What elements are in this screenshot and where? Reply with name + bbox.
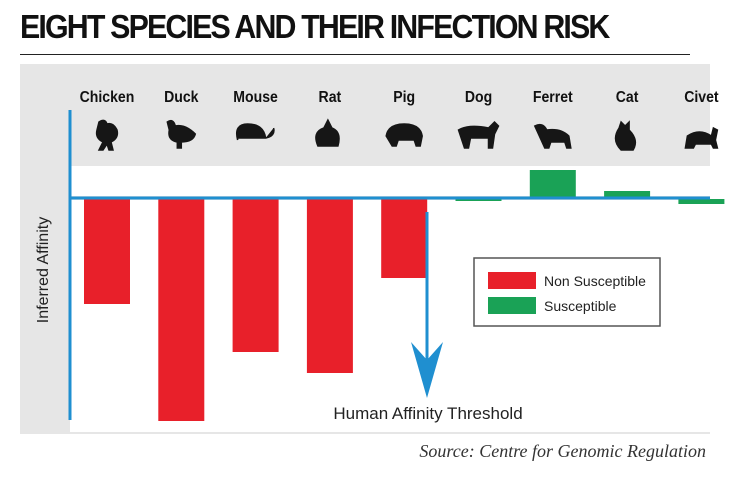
category-label-cat: Cat [616,88,639,106]
legend-label-non-susceptible: Non Susceptible [544,273,646,289]
legend-box [473,257,661,327]
category-label-civet: Civet [684,88,718,106]
bars-group [84,170,725,421]
category-label-dog: Dog [465,88,492,106]
legend: Non Susceptible Susceptible [473,257,661,327]
category-label-pig: Pig [393,88,415,106]
mouse-icon [235,123,275,141]
duck-icon [166,119,197,149]
bar-duck [158,199,205,421]
bar-chart: Human Affinity Threshold Inferred Affini… [35,88,725,432]
threshold-label: Human Affinity Threshold [333,404,522,423]
civet-icon [684,126,719,149]
bar-civet [678,199,725,204]
chicken-icon [95,119,119,151]
bar-dog [455,199,502,201]
dog-icon [457,120,500,149]
title-divider [20,54,690,55]
category-label-chicken: Chicken [80,88,135,106]
source-note: Source: Centre for Genomic Regulation [419,441,706,461]
legend-swatch-susceptible [488,297,536,314]
bar-pig [381,199,428,278]
ferret-icon [533,123,572,149]
bar-rat [306,199,353,373]
legend-swatch-non-susceptible [488,272,536,289]
chart-title: EIGHT SPECIES AND THEIR INFECTION RISK [20,8,610,45]
zero-band [70,166,710,196]
rat-icon [315,118,340,147]
bar-mouse [232,199,279,352]
bar-chicken [84,199,130,304]
category-label-rat: Rat [319,88,342,106]
species-icons-group [95,118,719,151]
threshold-arrow [411,212,443,398]
category-label-mouse: Mouse [233,88,278,106]
bar-cat [604,191,651,198]
pig-icon [385,123,423,147]
category-labels-group: Chicken Duck Mouse Rat Pig Dog Ferret Cat Civet [80,88,719,106]
y-axis-label: Inferred Affinity [35,217,52,323]
legend-label-susceptible: Susceptible [544,298,617,314]
category-label-ferret: Ferret [533,88,573,106]
cat-icon [614,120,637,151]
bar-ferret [529,170,576,198]
category-label-duck: Duck [164,88,199,106]
